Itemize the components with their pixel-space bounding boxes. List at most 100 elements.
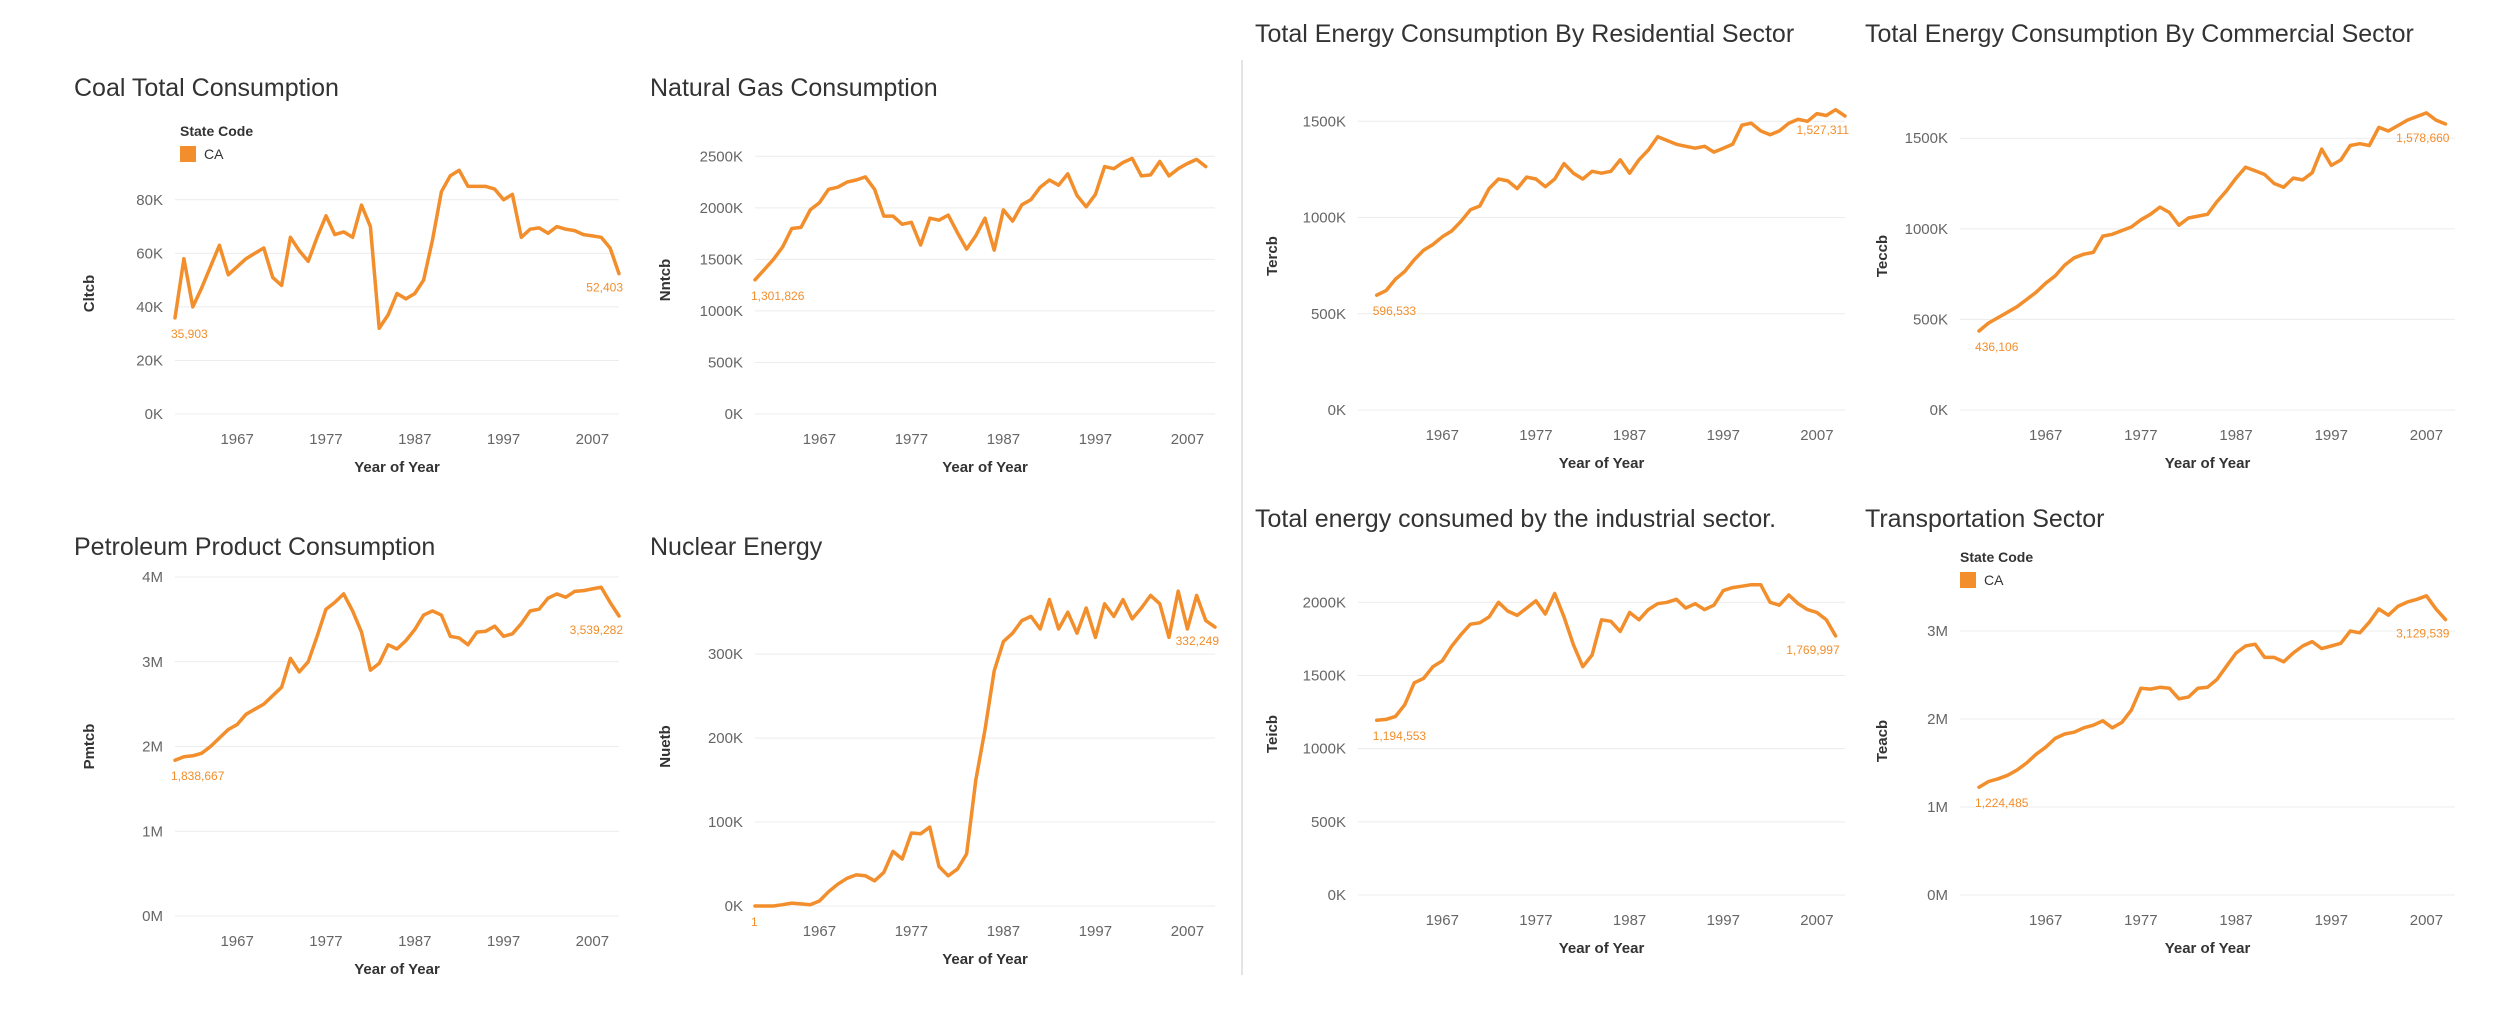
y-tick-label: 0K bbox=[1328, 402, 1346, 419]
first-point-label: 1,838,667 bbox=[171, 769, 225, 783]
x-tick-label: 2007 bbox=[1800, 912, 1833, 929]
y-tick-label: 0M bbox=[1927, 887, 1948, 904]
x-tick-label: 1977 bbox=[309, 431, 342, 448]
y-tick-label: 1000K bbox=[700, 303, 743, 320]
nuclear-energy-chart[interactable]: 0K 100K 200K 300K 1967 1977 1987 1997 2007 Year o… bbox=[650, 533, 1225, 983]
y-tick-label: 0K bbox=[725, 898, 743, 915]
x-tick-label: 1997 bbox=[487, 431, 520, 448]
y-axis-title: Teicb bbox=[1264, 715, 1281, 753]
y-tick-label: 100K bbox=[708, 814, 743, 831]
series-line bbox=[1977, 594, 2448, 789]
y-tick-label: 2000K bbox=[1303, 594, 1346, 611]
transportation-sector-chart[interactable]: 0M 1M 2M 3M 1967 1977 1987 1997 2007 Year of Year… bbox=[1865, 505, 2465, 975]
y-tick-label: 300K bbox=[708, 646, 743, 663]
series-line bbox=[1374, 107, 1847, 297]
x-tick-label: 2007 bbox=[1171, 923, 1204, 940]
x-tick-label: 1987 bbox=[2219, 427, 2252, 444]
y-tick-label: 1500K bbox=[1303, 667, 1346, 684]
x-tick-label: 1977 bbox=[2124, 912, 2157, 929]
x-tick-label: 1987 bbox=[1613, 427, 1646, 444]
y-axis-title: Pmtcb bbox=[81, 724, 98, 770]
legend-entry: CA bbox=[204, 146, 224, 162]
last-point-label: 1,527,311 bbox=[1797, 123, 1850, 137]
series-line bbox=[753, 589, 1217, 908]
x-tick-label: 1987 bbox=[987, 431, 1020, 448]
y-tick-label: 2000K bbox=[700, 200, 743, 217]
first-point-label: 1,301,826 bbox=[751, 289, 805, 303]
x-tick-label: 1977 bbox=[309, 933, 342, 950]
last-point-label: 332,249 bbox=[1176, 634, 1220, 648]
x-tick-label: 1987 bbox=[2219, 912, 2252, 929]
x-tick-label: 1967 bbox=[1426, 427, 1459, 444]
chart-title: Total Energy Consumption By Commercial S… bbox=[1865, 20, 2414, 48]
y-tick-label: 1500K bbox=[1303, 113, 1346, 130]
chart-title: Natural Gas Consumption bbox=[650, 74, 938, 102]
x-tick-label: 2007 bbox=[2410, 912, 2443, 929]
y-axis-title: Nuetb bbox=[657, 725, 674, 768]
residential-sector-chart[interactable]: 0K 500K 1000K 1500K 1967 1977 1987 1997 2007 Year… bbox=[1255, 20, 1855, 480]
first-point-label: 1,224,485 bbox=[1975, 796, 2029, 810]
x-axis-title: Year of Year bbox=[1559, 455, 1645, 472]
y-tick-label: 3M bbox=[142, 654, 163, 671]
y-tick-label: 3M bbox=[1927, 623, 1948, 640]
y-axis-title: Cltcb bbox=[81, 275, 98, 313]
x-tick-label: 1987 bbox=[398, 933, 431, 950]
x-tick-label: 1967 bbox=[803, 431, 836, 448]
first-point-label: 596,533 bbox=[1373, 304, 1417, 318]
chart-title: Transportation Sector bbox=[1865, 505, 2105, 533]
y-tick-label: 500K bbox=[1913, 311, 1948, 328]
x-tick-label: 1967 bbox=[220, 431, 253, 448]
chart-title: Coal Total Consumption bbox=[74, 74, 339, 102]
y-tick-label: 1000K bbox=[1303, 741, 1346, 758]
legend-swatch bbox=[180, 146, 196, 162]
chart-title: Petroleum Product Consumption bbox=[74, 533, 436, 561]
y-tick-label: 1M bbox=[1927, 799, 1948, 816]
x-axis-title: Year of Year bbox=[942, 951, 1028, 968]
x-tick-label: 1967 bbox=[220, 933, 253, 950]
x-tick-label: 1977 bbox=[1519, 427, 1552, 444]
y-tick-label: 0K bbox=[145, 406, 163, 423]
y-tick-label: 0K bbox=[1930, 402, 1948, 419]
series-line bbox=[173, 168, 621, 331]
y-tick-label: 1500K bbox=[700, 251, 743, 268]
x-tick-label: 1997 bbox=[1707, 912, 1740, 929]
y-axis-title: Nntcb bbox=[657, 259, 674, 302]
series-line bbox=[173, 585, 621, 762]
y-axis-title: Tercb bbox=[1264, 236, 1281, 276]
x-tick-label: 1997 bbox=[1707, 427, 1740, 444]
x-tick-label: 1967 bbox=[803, 923, 836, 940]
y-tick-label: 0K bbox=[725, 406, 743, 423]
commercial-sector-chart[interactable]: 0K 500K 1000K 1500K 1967 1977 1987 1997 2007 Year… bbox=[1865, 20, 2465, 480]
coal-consumption-chart[interactable]: 0K 20K 40K 60K 80K 1967 1977 1987 1997 2007 Year o… bbox=[74, 74, 649, 514]
x-tick-label: 1967 bbox=[2029, 427, 2062, 444]
x-axis-title: Year of Year bbox=[2165, 455, 2251, 472]
last-point-label: 3,129,539 bbox=[2396, 627, 2450, 641]
y-tick-label: 1500K bbox=[1905, 130, 1948, 147]
y-tick-label: 500K bbox=[1311, 306, 1346, 323]
y-tick-label: 80K bbox=[136, 192, 163, 209]
industrial-sector-chart[interactable]: 0K 500K 1000K 1500K 2000K 1967 1977 1987 1997 200… bbox=[1255, 505, 1855, 975]
x-tick-label: 2007 bbox=[1171, 431, 1204, 448]
x-tick-label: 1967 bbox=[2029, 912, 2062, 929]
legend-swatch bbox=[1960, 572, 1976, 588]
x-axis-title: Year of Year bbox=[942, 459, 1028, 476]
natural-gas-consumption-chart[interactable]: 0K 500K 1000K 1500K 2000K 2500K 1967 1977 1987 19… bbox=[650, 74, 1225, 514]
y-tick-label: 200K bbox=[708, 730, 743, 747]
legend-title: State Code bbox=[180, 123, 253, 139]
y-tick-label: 40K bbox=[136, 299, 163, 316]
first-point-label: 35,903 bbox=[171, 327, 208, 341]
y-tick-label: 500K bbox=[1311, 814, 1346, 831]
x-tick-label: 1997 bbox=[487, 933, 520, 950]
x-axis-title: Year of Year bbox=[354, 961, 440, 978]
x-tick-label: 1987 bbox=[987, 923, 1020, 940]
x-axis-title: Year of Year bbox=[1559, 940, 1645, 957]
x-tick-label: 2007 bbox=[1800, 427, 1833, 444]
y-tick-label: 0M bbox=[142, 908, 163, 925]
x-tick-label: 1977 bbox=[1519, 912, 1552, 929]
x-tick-label: 1987 bbox=[1613, 912, 1646, 929]
y-tick-label: 4M bbox=[142, 569, 163, 586]
petroleum-consumption-chart[interactable]: 0M 1M 2M 3M 4M 1967 1977 1987 1997 2007 Year of Ye… bbox=[74, 533, 649, 983]
x-tick-label: 2007 bbox=[576, 431, 609, 448]
y-tick-label: 1M bbox=[142, 823, 163, 840]
x-tick-label: 1987 bbox=[398, 431, 431, 448]
